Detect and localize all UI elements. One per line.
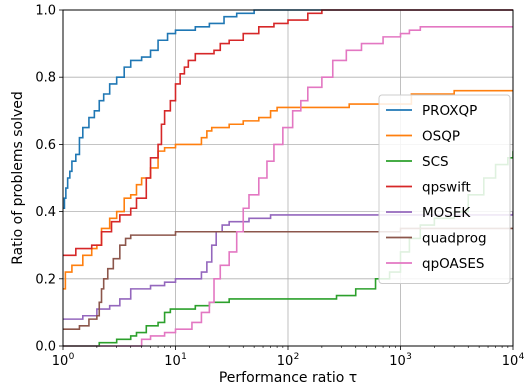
series-line-proxqp <box>63 9 513 210</box>
x-tick-label: 10 <box>277 354 294 369</box>
series-lines <box>63 9 513 347</box>
legend-label: OSQP <box>422 129 460 145</box>
legend-label: PROXQP <box>422 103 477 119</box>
series-line-qpswift <box>63 9 513 257</box>
x-tick-exponent: 0 <box>69 352 75 362</box>
legend-label: qpswift <box>422 180 471 196</box>
x-tick-exponent: 1 <box>181 352 187 362</box>
series-line-quadprog <box>63 227 513 330</box>
x-tick-label: 10 <box>502 354 519 369</box>
legend-label: MOSEK <box>422 205 471 221</box>
y-tick-label: 0.6 <box>35 138 56 153</box>
y-tick-label: 0.8 <box>35 71 56 86</box>
y-axis-label: Ratio of problems solved <box>10 91 26 265</box>
x-tick-label: 10 <box>389 354 406 369</box>
y-tick-label: 0.4 <box>35 205 56 220</box>
x-tick-label: 10 <box>164 354 181 369</box>
y-tick-label: 1.0 <box>35 4 56 19</box>
x-axis-label: Performance ratio τ <box>219 370 357 386</box>
legend-label: SCS <box>422 154 449 170</box>
x-tick-exponent: 2 <box>294 352 300 362</box>
legend: PROXQP OSQP SCS qpswift MOSEK quadprog qpOASES <box>378 94 511 284</box>
legend-label: quadprog <box>422 231 487 247</box>
x-tick-exponent: 4 <box>519 352 525 362</box>
axis-ticks: 10 0 10 1 10 2 10 3 10 40.00.20.40.60.81.0 <box>35 4 524 370</box>
x-tick-label: 10 <box>52 354 69 369</box>
y-tick-label: 0.0 <box>35 340 56 355</box>
x-tick-exponent: 3 <box>406 352 412 362</box>
legend-label: qpOASES <box>422 256 484 272</box>
series-line-qpoases <box>63 26 513 347</box>
y-tick-label: 0.2 <box>35 272 56 287</box>
legend-box <box>378 94 511 284</box>
series-line-mosek <box>63 211 513 320</box>
